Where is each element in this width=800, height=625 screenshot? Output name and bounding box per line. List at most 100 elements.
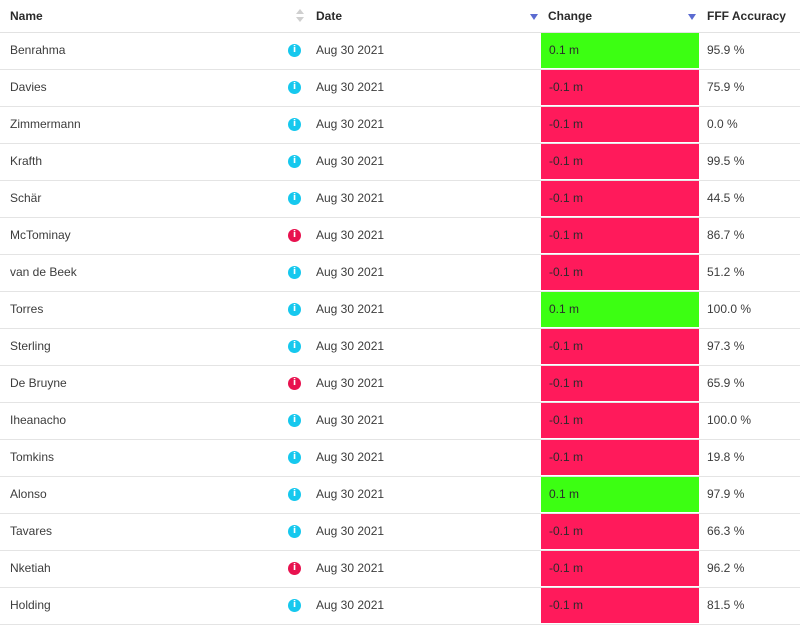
price-change-value: -0.1 m [549, 154, 584, 168]
column-header-name[interactable]: Name [10, 9, 43, 23]
price-change-cell: -0.1 m [541, 551, 699, 586]
change-date: Aug 30 2021 [316, 598, 385, 612]
table-row[interactable]: Sterling i Aug 30 2021 -0.1 m 97.3 % [0, 329, 800, 366]
player-name: Zimmermann [10, 117, 81, 131]
price-change-value: -0.1 m [549, 413, 584, 427]
price-change-cell: -0.1 m [541, 329, 699, 364]
price-change-cell: -0.1 m [541, 440, 699, 475]
accuracy-value: 96.2 % [707, 561, 745, 575]
price-change-value: -0.1 m [549, 265, 584, 279]
price-change-cell: -0.1 m [541, 144, 699, 179]
player-name: Krafth [10, 154, 43, 168]
table-row[interactable]: De Bruyne i Aug 30 2021 -0.1 m 65.9 % [0, 366, 800, 403]
change-date: Aug 30 2021 [316, 450, 385, 464]
info-icon[interactable]: i [288, 488, 301, 501]
info-icon[interactable]: i [288, 229, 301, 242]
player-name: Tavares [10, 524, 53, 538]
accuracy-value: 81.5 % [707, 598, 745, 612]
column-header-date[interactable]: Date [316, 9, 343, 23]
price-change-value: -0.1 m [549, 376, 584, 390]
table-row[interactable]: Alonso i Aug 30 2021 0.1 m 97.9 % [0, 477, 800, 514]
player-name: Davies [10, 80, 47, 94]
price-change-cell: 0.1 m [541, 33, 699, 68]
player-name: Alonso [10, 487, 47, 501]
price-change-value: -0.1 m [549, 80, 584, 94]
change-date: Aug 30 2021 [316, 265, 385, 279]
info-icon[interactable]: i [288, 155, 301, 168]
info-icon[interactable]: i [288, 451, 301, 464]
info-icon[interactable]: i [288, 192, 301, 205]
table-row[interactable]: Tavares i Aug 30 2021 -0.1 m 66.3 % [0, 514, 800, 551]
price-change-value: 0.1 m [549, 302, 580, 316]
price-change-cell: -0.1 m [541, 107, 699, 142]
sort-down-icon[interactable] [530, 14, 538, 20]
price-change-cell: -0.1 m [541, 255, 699, 290]
change-date: Aug 30 2021 [316, 80, 385, 94]
table-row[interactable]: Krafth i Aug 30 2021 -0.1 m 99.5 % [0, 144, 800, 181]
table-row[interactable]: Iheanacho i Aug 30 2021 -0.1 m 100.0 % [0, 403, 800, 440]
column-header-accuracy[interactable]: FFF Accuracy [707, 9, 786, 23]
table-row[interactable]: Nketiah i Aug 30 2021 -0.1 m 96.2 % [0, 551, 800, 588]
price-change-cell: -0.1 m [541, 366, 699, 401]
accuracy-value: 97.9 % [707, 487, 745, 501]
table-row[interactable]: Benrahma i Aug 30 2021 0.1 m 95.9 % [0, 33, 800, 70]
price-change-value: -0.1 m [549, 561, 584, 575]
table-header: Name Date Change FFF Accuracy [0, 0, 800, 33]
accuracy-value: 44.5 % [707, 191, 745, 205]
table-row[interactable]: van de Beek i Aug 30 2021 -0.1 m 51.2 % [0, 255, 800, 292]
table-row[interactable]: Zimmermann i Aug 30 2021 -0.1 m 0.0 % [0, 107, 800, 144]
info-icon[interactable]: i [288, 303, 301, 316]
column-header-change[interactable]: Change [548, 9, 593, 23]
accuracy-value: 100.0 % [707, 413, 752, 427]
price-change-value: -0.1 m [549, 339, 584, 353]
info-icon[interactable]: i [288, 562, 301, 575]
info-icon[interactable]: i [288, 414, 301, 427]
price-change-value: -0.1 m [549, 524, 584, 538]
player-name: De Bruyne [10, 376, 67, 390]
table-body: Benrahma i Aug 30 2021 0.1 m 95.9 % Davies i Au… [0, 33, 800, 625]
price-change-value: -0.1 m [549, 598, 584, 612]
info-icon[interactable]: i [288, 81, 301, 94]
sort-down-icon[interactable] [688, 14, 696, 20]
change-date: Aug 30 2021 [316, 302, 385, 316]
sort-neutral-icon[interactable] [296, 9, 304, 23]
info-icon[interactable]: i [288, 599, 301, 612]
table-row[interactable]: Tomkins i Aug 30 2021 -0.1 m 19.8 % [0, 440, 800, 477]
info-icon[interactable]: i [288, 525, 301, 538]
player-name: Schär [10, 191, 42, 205]
info-icon[interactable]: i [288, 340, 301, 353]
player-name: Tomkins [10, 450, 55, 464]
accuracy-value: 66.3 % [707, 524, 745, 538]
price-change-cell: -0.1 m [541, 181, 699, 216]
price-change-cell: -0.1 m [541, 514, 699, 549]
info-icon[interactable]: i [288, 44, 301, 57]
change-date: Aug 30 2021 [316, 43, 385, 57]
info-icon[interactable]: i [288, 377, 301, 390]
player-name: Iheanacho [10, 413, 67, 427]
price-change-cell: -0.1 m [541, 403, 699, 438]
table-row[interactable]: Torres i Aug 30 2021 0.1 m 100.0 % [0, 292, 800, 329]
accuracy-value: 95.9 % [707, 43, 745, 57]
info-icon[interactable]: i [288, 118, 301, 131]
change-date: Aug 30 2021 [316, 524, 385, 538]
price-change-value: -0.1 m [549, 117, 584, 131]
info-icon[interactable]: i [288, 266, 301, 279]
price-change-value: 0.1 m [549, 487, 580, 501]
accuracy-value: 100.0 % [707, 302, 752, 316]
accuracy-value: 0.0 % [707, 117, 738, 131]
player-name: Sterling [10, 339, 51, 353]
accuracy-value: 51.2 % [707, 265, 745, 279]
accuracy-value: 65.9 % [707, 376, 745, 390]
table-row[interactable]: Holding i Aug 30 2021 -0.1 m 81.5 % [0, 588, 800, 625]
change-date: Aug 30 2021 [316, 339, 385, 353]
table-row[interactable]: McTominay i Aug 30 2021 -0.1 m 86.7 % [0, 218, 800, 255]
price-change-value: -0.1 m [549, 228, 584, 242]
change-date: Aug 30 2021 [316, 487, 385, 501]
change-date: Aug 30 2021 [316, 376, 385, 390]
accuracy-value: 86.7 % [707, 228, 745, 242]
table-row[interactable]: Davies i Aug 30 2021 -0.1 m 75.9 % [0, 70, 800, 107]
price-change-value: -0.1 m [549, 450, 584, 464]
table-row[interactable]: Schär i Aug 30 2021 -0.1 m 44.5 % [0, 181, 800, 218]
price-change-value: 0.1 m [549, 43, 580, 57]
